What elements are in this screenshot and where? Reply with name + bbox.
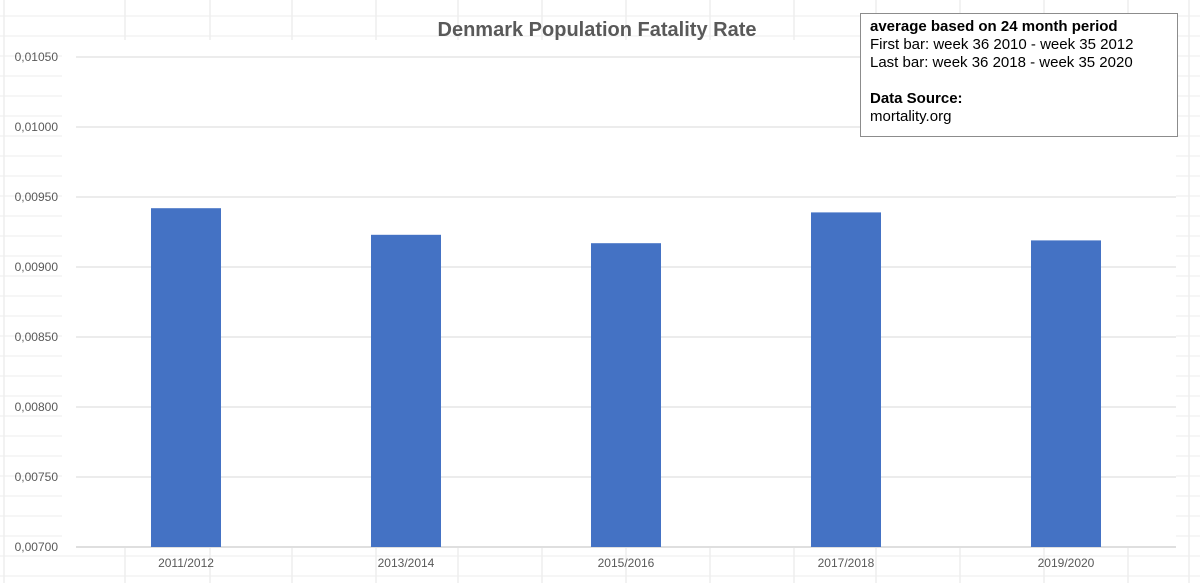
y-tick-label: 0,00950 xyxy=(15,190,59,204)
annotation-source-label: Data Source: xyxy=(870,90,963,107)
y-tick-label: 0,01000 xyxy=(15,120,59,134)
annotation-box: average based on 24 month period First b… xyxy=(860,13,1178,137)
x-tick-label: 2011/2012 xyxy=(158,556,214,570)
bar xyxy=(371,234,441,548)
x-axis-ticks: 2011/2012 2013/2014 2015/2016 2017/2018 2019… xyxy=(158,556,1095,570)
y-tick-label: 0,00750 xyxy=(15,470,59,484)
annotation-source-value: mortality.org xyxy=(870,108,952,125)
y-tick-label: 0,00900 xyxy=(15,260,59,274)
bar xyxy=(151,208,221,547)
x-tick-label: 2019/2020 xyxy=(1038,556,1095,570)
annotation-first-bar: First bar: week 36 2010 - week 35 2012 xyxy=(870,36,1134,53)
chart-title: Denmark Population Fatality Rate xyxy=(438,19,757,41)
bar xyxy=(811,212,881,547)
y-tick-label: 0,00800 xyxy=(15,400,59,414)
y-tick-label: 0,01050 xyxy=(15,50,59,64)
x-tick-label: 2015/2016 xyxy=(598,556,655,570)
y-axis-ticks: 0,00700 0,00750 0,00800 0,00850 0,00900 0,009… xyxy=(15,50,59,554)
x-tick-label: 2013/2014 xyxy=(378,556,435,570)
x-tick-label: 2017/2018 xyxy=(818,556,875,570)
annotation-heading: average based on 24 month period xyxy=(870,18,1118,35)
annotation-spacer xyxy=(870,72,1168,90)
y-tick-label: 0,00700 xyxy=(15,540,59,554)
bars xyxy=(151,208,1101,548)
annotation-last-bar: Last bar: week 36 2018 - week 35 2020 xyxy=(870,54,1133,71)
bar xyxy=(1031,240,1101,547)
y-tick-label: 0,00850 xyxy=(15,330,59,344)
bar xyxy=(591,243,661,547)
